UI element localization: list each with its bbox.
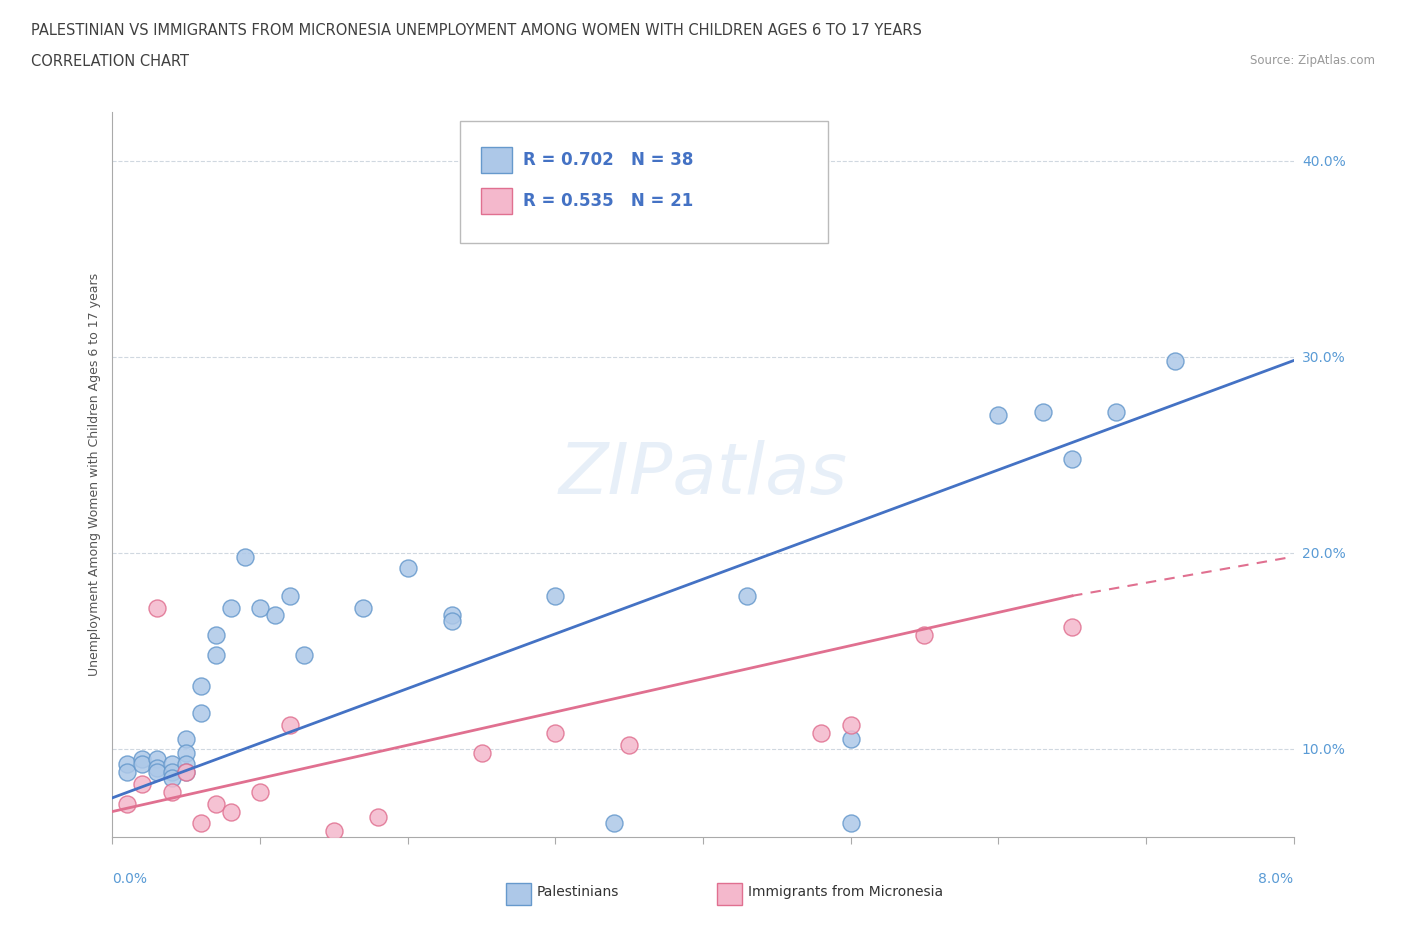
Text: Source: ZipAtlas.com: Source: ZipAtlas.com (1250, 54, 1375, 67)
Point (278, 718, 301, 733)
Text: 0.0%: 0.0% (112, 872, 148, 886)
Point (264, 608, 287, 623)
Point (396, 561, 419, 576)
Point (839, 732, 862, 747)
Point (131, 757, 153, 772)
Point (131, 751, 153, 766)
Point (914, 628, 936, 643)
Point (174, 757, 197, 772)
Point (174, 764, 197, 779)
Text: CORRELATION CHART: CORRELATION CHART (31, 54, 188, 69)
Point (1164, 353, 1187, 368)
Point (146, 764, 169, 779)
Point (987, 408, 1010, 423)
Point (441, 608, 464, 623)
Point (278, 589, 301, 604)
Point (396, 869, 419, 883)
Text: PALESTINIAN VS IMMIGRANTS FROM MICRONESIA UNEMPLOYMENT AMONG WOMEN WITH CHILDREN: PALESTINIAN VS IMMIGRANTS FROM MICRONESI… (31, 23, 922, 38)
Point (352, 600, 374, 615)
Point (160, 785, 183, 800)
Point (1032, 405, 1054, 419)
Point (160, 771, 183, 786)
Point (323, 824, 346, 839)
Text: R = 0.702   N = 38: R = 0.702 N = 38 (523, 151, 693, 168)
Point (1062, 619, 1084, 634)
Point (205, 628, 228, 643)
Point (441, 614, 464, 629)
Point (367, 810, 389, 825)
Point (205, 647, 228, 662)
Y-axis label: Unemployment Among Women with Children Ages 6 to 17 years: Unemployment Among Women with Children A… (89, 272, 101, 676)
Point (117, 796, 138, 811)
Point (233, 550, 256, 565)
Point (249, 785, 271, 800)
Point (619, 737, 641, 752)
Point (146, 751, 169, 766)
Point (146, 761, 169, 776)
Point (219, 600, 242, 615)
Point (1105, 405, 1128, 419)
Point (662, 883, 685, 897)
Point (117, 764, 138, 779)
Point (146, 600, 169, 615)
Text: Immigrants from Micronesia: Immigrants from Micronesia (748, 884, 943, 899)
Point (160, 764, 183, 779)
Point (544, 589, 567, 604)
Point (205, 796, 228, 811)
Point (249, 600, 271, 615)
Point (603, 816, 626, 830)
Point (117, 757, 138, 772)
Text: Palestinians: Palestinians (537, 884, 620, 899)
Point (839, 718, 862, 733)
Point (131, 777, 153, 791)
Text: R = 0.535   N = 21: R = 0.535 N = 21 (523, 193, 693, 210)
Point (174, 764, 197, 779)
Point (292, 647, 315, 662)
Point (174, 732, 197, 747)
Point (544, 725, 567, 740)
Point (190, 679, 212, 694)
Point (471, 745, 494, 760)
Point (839, 816, 862, 830)
Point (737, 589, 759, 604)
Point (160, 757, 183, 772)
Point (810, 725, 832, 740)
Point (219, 804, 242, 819)
Text: 8.0%: 8.0% (1258, 872, 1294, 886)
Text: ZIPatlas: ZIPatlas (558, 440, 848, 509)
Point (190, 816, 212, 830)
Point (1062, 451, 1084, 466)
Point (174, 745, 197, 760)
Point (190, 706, 212, 721)
